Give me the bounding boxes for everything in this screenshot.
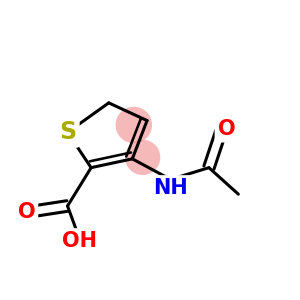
Circle shape (125, 140, 160, 175)
Text: NH: NH (153, 178, 188, 198)
Circle shape (116, 107, 152, 143)
Text: S: S (59, 120, 76, 144)
Text: O: O (17, 202, 35, 222)
Text: OH: OH (62, 231, 97, 251)
Text: O: O (218, 119, 236, 140)
